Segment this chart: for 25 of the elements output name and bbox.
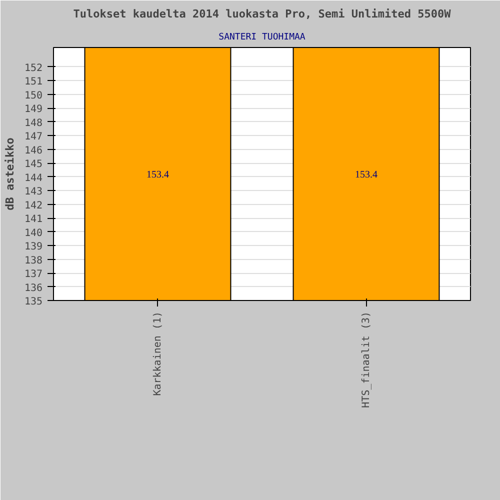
y-tick-label: 149 (24, 104, 42, 115)
y-tick-label: 146 (24, 145, 42, 156)
y-tick-label: 145 (24, 159, 42, 170)
y-tick-label: 152 (24, 62, 42, 74)
x-tick-label: HTS_finaalit (3) (360, 312, 372, 408)
y-tick-label: 136 (24, 282, 42, 294)
y-tick-label: 147 (24, 132, 42, 142)
y-tick-label: 150 (24, 90, 42, 102)
y-tick-label: 137 (24, 269, 42, 280)
y-tick-label: 139 (24, 242, 42, 252)
y-tick-label: 142 (24, 200, 42, 212)
y-tick-label: 143 (24, 186, 42, 198)
chart-subtitle: SANTERI TUOHIMAA (218, 32, 306, 42)
y-tick-label: 135 (24, 296, 42, 308)
y-tick-label: 141 (24, 214, 42, 225)
y-axis-title: dB asteikko (3, 137, 16, 210)
y-tick-label: 140 (24, 228, 42, 239)
y-tick-label: 148 (24, 118, 42, 129)
y-tick-label: 151 (24, 76, 42, 88)
y-tick-label: 144 (24, 172, 42, 184)
data-label: 153.4 (146, 170, 169, 180)
x-tick-label: Karkkainen (1) (152, 311, 164, 396)
y-tick-label: 138 (24, 255, 42, 266)
data-label: 153.4 (355, 170, 378, 180)
chart-title: Tulokset kaudelta 2014 luokasta Pro, Semi Unlimited 5500W (73, 8, 452, 20)
